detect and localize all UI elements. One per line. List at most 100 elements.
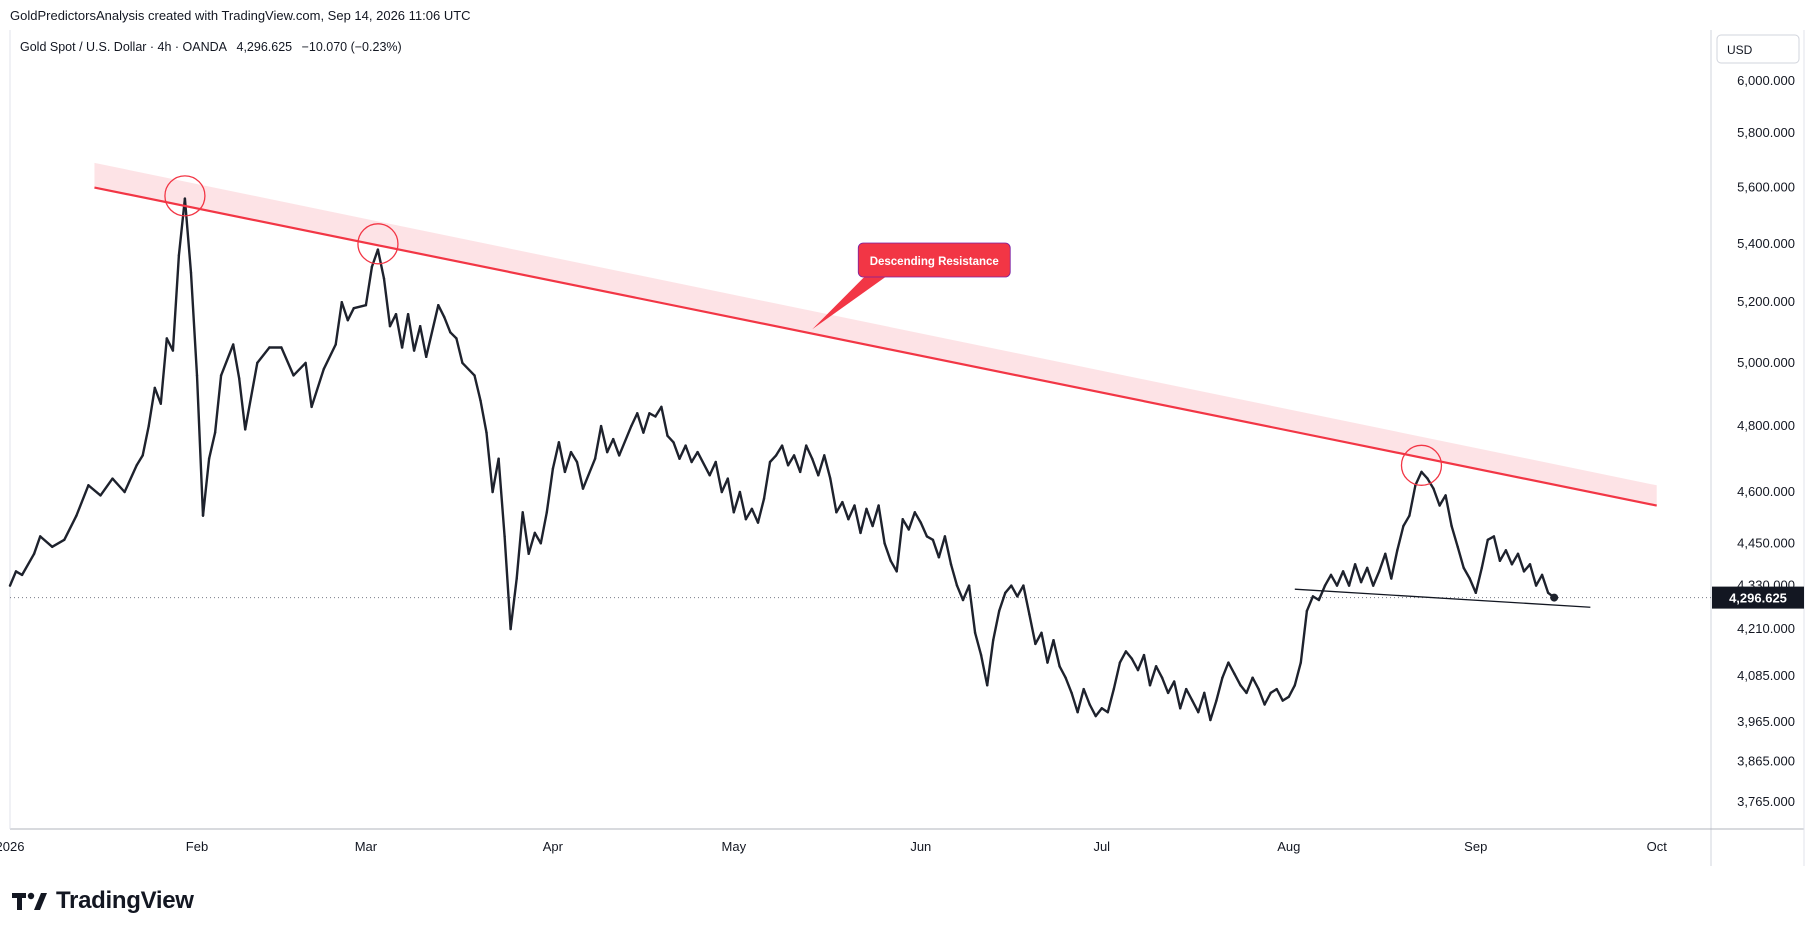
price-segment	[1414, 470, 1423, 487]
price-segment	[714, 460, 723, 494]
price-segment	[557, 441, 567, 474]
price-segment	[1540, 573, 1550, 594]
logo-text: TradingView	[56, 887, 194, 914]
price-segment	[1233, 672, 1242, 687]
tradingview-logo[interactable]: TradingView	[12, 887, 194, 915]
callout-box[interactable]	[857, 242, 1011, 278]
price-segment	[636, 412, 645, 434]
price-segment	[817, 454, 826, 477]
price-segment	[123, 464, 138, 494]
price-segment	[1178, 687, 1188, 710]
y-tick-label: 4,085.000	[1737, 668, 1795, 683]
price-segment	[340, 301, 349, 322]
price-segment	[1408, 484, 1417, 517]
descending-resistance-line[interactable]	[94, 186, 1657, 507]
price-segment	[1534, 573, 1544, 587]
price-segment	[243, 361, 259, 431]
price-segment	[473, 374, 482, 402]
price-segment	[738, 490, 748, 521]
price-segment	[792, 454, 802, 474]
price-segment	[1293, 661, 1303, 687]
price-segment	[1323, 573, 1333, 587]
y-tick-label: 5,400.000	[1737, 236, 1795, 251]
price-segment	[961, 584, 971, 602]
price-segment	[1076, 687, 1085, 714]
price-segment	[992, 609, 1001, 642]
price-segment	[1317, 584, 1327, 602]
price-segment	[690, 450, 699, 464]
x-tick-label: Mar	[355, 839, 378, 854]
price-segment	[756, 497, 766, 524]
resistance-touch-circle[interactable]	[1400, 444, 1443, 486]
price-segment	[1365, 566, 1375, 587]
price-segment	[786, 454, 796, 467]
price-segment	[660, 405, 669, 437]
price-segment	[1040, 631, 1049, 664]
price-segment	[256, 346, 271, 365]
y-tick-label: 3,765.000	[1737, 794, 1795, 809]
price-segment	[1347, 563, 1357, 587]
price-segment	[39, 535, 54, 548]
price-segment	[310, 368, 325, 409]
price-segment	[159, 337, 169, 405]
resistance-touch-circle[interactable]	[357, 223, 399, 265]
price-segment	[672, 441, 681, 460]
support-trendline[interactable]	[1294, 588, 1591, 608]
price-segment	[382, 277, 392, 328]
price-segment	[1353, 563, 1363, 584]
price-segment	[479, 399, 488, 434]
price-segment	[835, 500, 844, 514]
price-segment	[551, 441, 561, 470]
price-segment	[485, 431, 494, 494]
price-segment	[823, 454, 832, 480]
price-segment	[1028, 613, 1037, 646]
price-segment	[606, 437, 615, 454]
price-segment	[99, 477, 114, 497]
price-segment	[32, 535, 42, 555]
price-segment	[599, 424, 609, 454]
price-segment	[370, 248, 380, 269]
price-segment	[219, 343, 235, 377]
price-segment	[1046, 639, 1055, 664]
price-segment	[1052, 639, 1061, 668]
price-segment	[967, 584, 977, 634]
price-segment	[973, 631, 983, 657]
price-segment	[521, 511, 530, 555]
price-segment	[515, 511, 524, 580]
price-segment	[1444, 494, 1453, 528]
y-tick-label: 5,600.000	[1737, 180, 1795, 195]
price-segment	[1468, 577, 1478, 594]
price-chart[interactable]: Descending Resistance 6,000.000 5,800.000…	[0, 0, 1814, 880]
x-tick-label: Feb	[186, 839, 208, 854]
resistance-touch-circle[interactable]	[164, 175, 206, 217]
price-segment	[949, 563, 959, 587]
price-segment	[1191, 699, 1200, 714]
attribution-text: GoldPredictorsAnalysis created with Trad…	[10, 8, 471, 23]
price-segment	[1275, 687, 1284, 702]
price-segment	[280, 346, 295, 377]
price-segment	[437, 304, 446, 319]
y-tick-label: 4,450.000	[1737, 535, 1795, 550]
price-segment	[780, 444, 790, 467]
x-tick-label: 2026	[0, 839, 24, 854]
price-segment	[533, 531, 542, 545]
price-segment	[1215, 676, 1224, 702]
price-segment	[895, 518, 904, 573]
price-segment	[304, 361, 313, 409]
resistance-band	[94, 162, 1657, 506]
symbol-name: Gold Spot / U.S. Dollar · 4h · OANDA	[20, 40, 228, 54]
price-segment	[63, 514, 78, 541]
price-segment	[979, 653, 989, 687]
price-segment	[575, 460, 585, 490]
currency-box[interactable]	[1716, 34, 1800, 64]
x-tick-label: Apr	[543, 839, 564, 854]
price-segment	[1118, 650, 1128, 664]
price-segment	[1130, 657, 1140, 672]
price-segment	[937, 535, 947, 559]
x-tick-label: Aug	[1277, 839, 1300, 854]
price-segment	[1064, 676, 1073, 695]
price-segment	[545, 467, 555, 514]
price-segment	[1022, 584, 1031, 616]
price-segment	[877, 504, 886, 545]
y-tick-label: 4,210.000	[1737, 621, 1795, 636]
